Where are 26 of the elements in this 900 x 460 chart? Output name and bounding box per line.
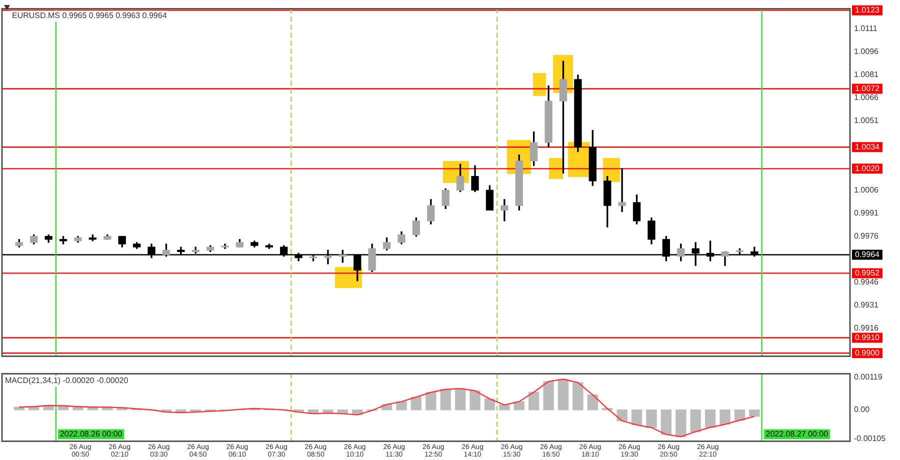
ref-line-label: 1.0072 xyxy=(855,84,880,93)
y-tick-label: 1.0006 xyxy=(854,185,880,194)
y-tick-label: -0.00105 xyxy=(854,434,886,443)
y-tick-label: 0.9946 xyxy=(854,278,880,287)
ref-line-label: 0.9900 xyxy=(855,348,880,358)
y-tick-label: 1.0111 xyxy=(854,24,878,33)
y-tick-label: 0.00119 xyxy=(854,372,883,382)
y-tick-label: 0.9916 xyxy=(854,324,880,333)
ref-line-label: 1.0020 xyxy=(855,164,880,173)
y-tick-label: 0.00 xyxy=(854,405,870,414)
chart-title: MACD(21,34,1) -0.00020 -0.00020 xyxy=(5,376,129,386)
y-tick-label: 0.9991 xyxy=(854,208,880,218)
chart-title: EURUSD.MS 0.9965 0.9965 0.9963 0.9964 xyxy=(12,11,168,20)
y-tick-label: 1.0081 xyxy=(854,70,880,80)
ref-line-label: 1.0123 xyxy=(855,6,880,15)
y-tick-label: 1.0066 xyxy=(854,93,880,102)
ref-line-label: 1.0034 xyxy=(855,142,880,152)
ref-line-label: 0.9910 xyxy=(855,332,880,342)
y-tick-label: 0.9931 xyxy=(854,300,880,310)
y-tick-label: 1.0051 xyxy=(854,116,880,126)
ref-line-label: 0.9964 xyxy=(855,250,880,259)
ref-line-label: 2022.08.27 00:00 xyxy=(766,430,829,439)
ref-line-label: 0.9952 xyxy=(855,268,880,278)
ref-line-label: 2022.08.26 00:00 xyxy=(60,430,123,439)
y-tick-label: 1.0096 xyxy=(854,47,880,56)
y-tick-label: 0.9976 xyxy=(854,232,880,241)
